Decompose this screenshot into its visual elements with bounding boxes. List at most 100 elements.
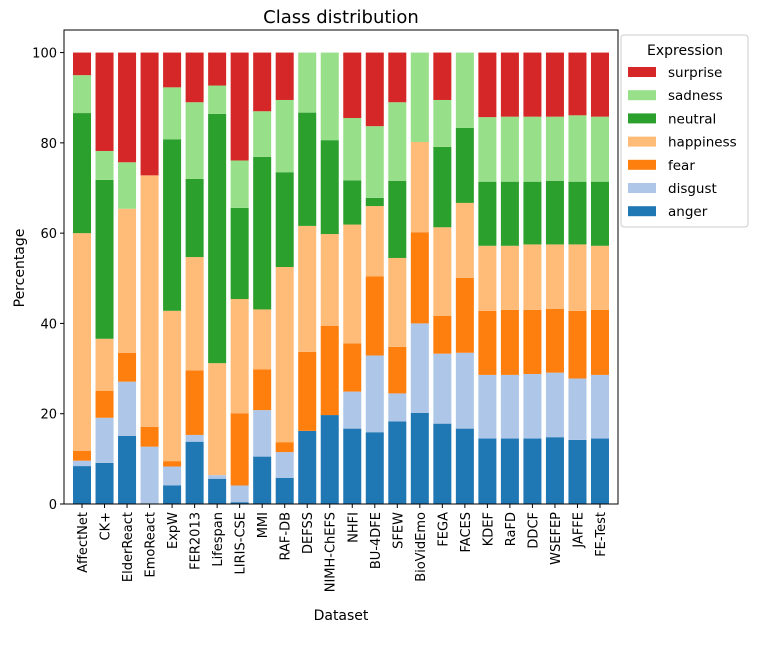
bar-sadness-raf-db bbox=[275, 99, 294, 173]
plot-frame bbox=[63, 29, 619, 505]
x-tick-label: FE-Test bbox=[594, 512, 609, 557]
legend-label-surprise: surprise bbox=[668, 65, 722, 81]
legend-label-disgust: disgust bbox=[668, 181, 717, 197]
x-tick-label: WSEFEP bbox=[549, 512, 564, 565]
bar-neutral-sfew bbox=[388, 180, 407, 258]
bar-sadness-lifespan bbox=[208, 85, 227, 114]
bar-sadness-ck- bbox=[95, 150, 114, 180]
bar-anger-nhfi bbox=[343, 428, 362, 504]
bar-disgust-jaffe bbox=[568, 378, 587, 440]
bar-anger-ddcf bbox=[523, 438, 542, 504]
x-tick-label: BU-4DFE bbox=[369, 512, 384, 569]
bar-disgust-mmi bbox=[253, 410, 272, 457]
bar-neutral-fega bbox=[433, 146, 452, 228]
bar-disgust-affectnet bbox=[73, 460, 92, 467]
x-axis-label: Dataset bbox=[314, 608, 369, 624]
bar-anger-fe-test bbox=[590, 438, 609, 504]
bar-sadness-nimh-chefs bbox=[320, 52, 339, 141]
bar-fear-bu-4dfe bbox=[365, 276, 384, 356]
x-tick-label: AffectNet bbox=[76, 512, 91, 573]
bar-anger-biovidemo bbox=[410, 412, 429, 504]
bar-happiness-faces bbox=[455, 202, 474, 278]
bar-neutral-ddcf bbox=[523, 181, 542, 245]
x-tick-label: Lifespan bbox=[211, 512, 226, 567]
legend-swatch-sadness bbox=[628, 90, 656, 101]
bar-sadness-affectnet bbox=[73, 75, 92, 114]
bar-anger-raf-db bbox=[275, 477, 294, 504]
legend-label-anger: anger bbox=[668, 204, 708, 220]
bar-sadness-defss bbox=[298, 52, 317, 113]
bar-anger-elderreact bbox=[118, 435, 137, 504]
bar-happiness-sfew bbox=[388, 257, 407, 347]
y-tick-label: 100 bbox=[32, 47, 57, 62]
bar-happiness-mmi bbox=[253, 309, 272, 370]
bar-disgust-fe-test bbox=[590, 374, 609, 439]
y-tick-label: 40 bbox=[40, 317, 57, 332]
bar-fear-rafd bbox=[500, 309, 519, 375]
bar-fear-faces bbox=[455, 277, 474, 353]
bar-surprise-mmi bbox=[253, 52, 272, 112]
bar-sadness-ddcf bbox=[523, 116, 542, 182]
bar-anger-fer2013 bbox=[185, 441, 204, 504]
bar-neutral-wsefep bbox=[545, 180, 564, 245]
bar-neutral-nimh-chefs bbox=[320, 140, 339, 235]
bar-sadness-sfew bbox=[388, 102, 407, 181]
bar-happiness-expw bbox=[163, 310, 182, 462]
bar-neutral-raf-db bbox=[275, 172, 294, 267]
bar-happiness-jaffe bbox=[568, 244, 587, 311]
bar-anger-nimh-chefs bbox=[320, 415, 339, 504]
x-tick-label: NHFI bbox=[346, 512, 361, 543]
bar-fear-wsefep bbox=[545, 308, 564, 373]
bar-sadness-nhfi bbox=[343, 118, 362, 181]
x-tick-label: KDEF bbox=[481, 512, 496, 546]
bar-happiness-liris-cse bbox=[230, 299, 249, 414]
bar-disgust-expw bbox=[163, 466, 182, 486]
bar-sadness-biovidemo bbox=[410, 52, 429, 142]
bar-happiness-fe-test bbox=[590, 245, 609, 310]
bar-sadness-mmi bbox=[253, 111, 272, 157]
bar-surprise-fe-test bbox=[590, 52, 609, 117]
bar-disgust-kdef bbox=[478, 374, 497, 439]
legend-swatch-surprise bbox=[628, 67, 656, 77]
legend-title: Expression bbox=[647, 43, 723, 59]
x-tick-label: FER2013 bbox=[189, 512, 204, 570]
bar-anger-ck- bbox=[95, 462, 114, 504]
bar-happiness-elderreact bbox=[118, 208, 137, 353]
bar-neutral-fer2013 bbox=[185, 178, 204, 258]
bar-happiness-wsefep bbox=[545, 244, 564, 309]
bar-anger-wsefep bbox=[545, 437, 564, 504]
bar-neutral-faces bbox=[455, 127, 474, 203]
bar-happiness-nhfi bbox=[343, 224, 362, 344]
y-tick-label: 0 bbox=[49, 498, 57, 513]
bar-sadness-fer2013 bbox=[185, 102, 204, 179]
x-tick-label: RAF-DB bbox=[279, 512, 294, 561]
y-axis-label: Percentage bbox=[12, 229, 28, 308]
bar-disgust-lifespan bbox=[208, 475, 227, 479]
legend-swatch-fear bbox=[628, 159, 656, 170]
bar-neutral-bu-4dfe bbox=[365, 197, 384, 207]
bar-surprise-bu-4dfe bbox=[365, 52, 384, 127]
bar-surprise-expw bbox=[163, 52, 182, 88]
bar-happiness-lifespan bbox=[208, 363, 227, 476]
bar-surprise-raf-db bbox=[275, 52, 294, 100]
bar-neutral-lifespan bbox=[208, 113, 227, 364]
bar-surprise-emoreact bbox=[140, 52, 159, 176]
legend-label-happiness: happiness bbox=[668, 135, 737, 151]
bar-anger-rafd bbox=[500, 438, 519, 504]
bar-fear-jaffe bbox=[568, 310, 587, 379]
bar-happiness-biovidemo bbox=[410, 141, 429, 233]
bar-fear-ddcf bbox=[523, 309, 542, 374]
bar-fear-defss bbox=[298, 351, 317, 431]
bar-disgust-bu-4dfe bbox=[365, 355, 384, 433]
bar-disgust-ck- bbox=[95, 417, 114, 463]
bar-fear-raf-db bbox=[275, 442, 294, 453]
legend-label-fear: fear bbox=[668, 158, 695, 174]
bar-disgust-elderreact bbox=[118, 381, 137, 436]
bar-fear-biovidemo bbox=[410, 232, 429, 324]
bar-happiness-defss bbox=[298, 225, 317, 352]
y-tick-label: 80 bbox=[40, 137, 57, 152]
bar-disgust-raf-db bbox=[275, 452, 294, 478]
bar-disgust-liris-cse bbox=[230, 485, 249, 503]
x-tick-label: NIMH-ChEFS bbox=[324, 512, 339, 592]
bar-neutral-liris-cse bbox=[230, 207, 249, 300]
